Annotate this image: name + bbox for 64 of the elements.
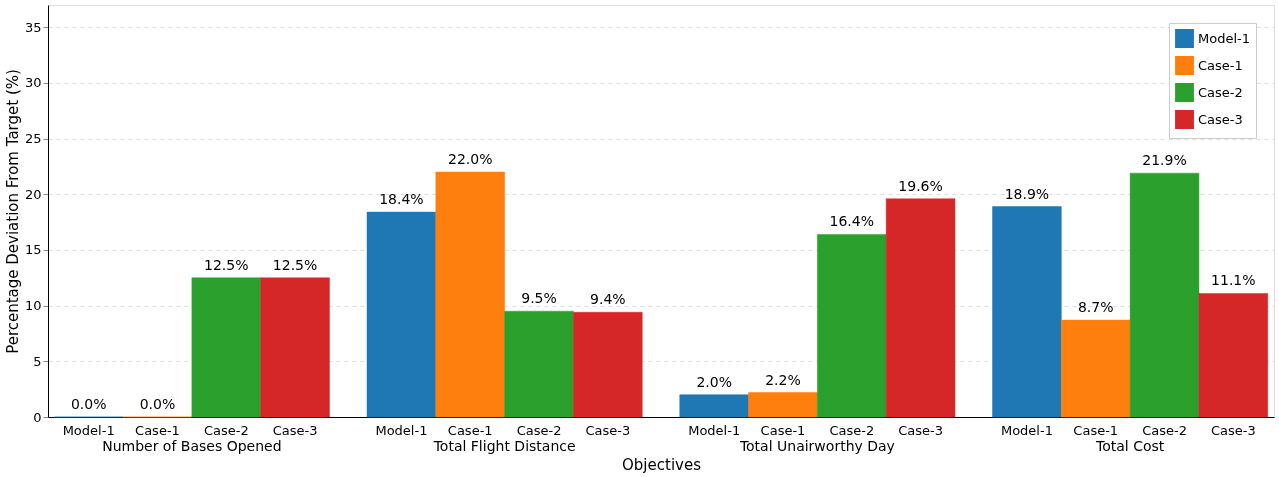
data-label: 2.2% (765, 371, 801, 388)
text: Case-2 (203, 423, 249, 438)
y-axis-title: Percentage Deviation From Target (%) (3, 69, 22, 354)
x-tick-label: Total Cost (1094, 437, 1165, 454)
bar (748, 392, 818, 418)
data-label: 12.5% (204, 256, 249, 273)
y-tick-label: 20 (24, 186, 42, 202)
bar (191, 277, 261, 418)
data-label: 0.0% (70, 396, 107, 412)
data-label: 18.4% (379, 191, 424, 208)
data-label: 16.4% (829, 213, 875, 230)
text: Model-1 (62, 423, 115, 438)
y-tick-label: 15 (24, 242, 42, 258)
text: Case-1 (447, 423, 493, 438)
data-label: 21.9% (1142, 152, 1187, 169)
x-tick-label: Total Flight Distance (432, 437, 576, 454)
bar (885, 198, 956, 418)
y-tick-label: 5 (33, 353, 42, 369)
data-label: 22.0% (447, 151, 493, 168)
text: Case-3 (272, 423, 318, 438)
text: Case-3 (898, 423, 943, 438)
x-tick-label: Number of Bases Opened (102, 437, 282, 454)
data-label: 19.6% (898, 177, 943, 194)
y-tick-label: 0 (33, 409, 42, 425)
text: Case-3 (1210, 423, 1256, 438)
y-tick-label: 30 (24, 75, 42, 91)
bar (817, 234, 887, 418)
text: Case-3 (585, 423, 631, 438)
y-tick-label: 25 (24, 131, 42, 147)
data-label: 9.5% (521, 290, 557, 307)
text: Case-1 (760, 423, 806, 438)
bar (1061, 319, 1131, 418)
bar (504, 310, 574, 418)
bar (573, 312, 643, 418)
text: Case-2 (516, 423, 562, 438)
bar (1198, 293, 1268, 418)
data-label: 8.7% (1077, 299, 1114, 316)
text: Case-1 (1073, 423, 1119, 438)
legend-label: Model-1 (1198, 30, 1250, 46)
bar (366, 211, 437, 418)
legend-label: Case-2 (1198, 84, 1243, 100)
text: Model-1 (688, 423, 741, 438)
data-label: 18.9% (1004, 185, 1050, 202)
y-tick-label: 35 (24, 19, 42, 35)
data-label: 2.0% (696, 373, 732, 390)
y-tick-label: 10 (24, 298, 42, 314)
text: Model-1 (1000, 423, 1053, 438)
legend-label: Case-1 (1198, 57, 1243, 73)
data-label: 12.5% (272, 256, 318, 273)
x-tick-label: Total Unairworthy Day (738, 437, 895, 454)
data-label: 11.1% (1211, 272, 1256, 289)
text: Model-1 (375, 423, 428, 438)
bar (1129, 172, 1200, 418)
x-axis-title: Objectives (622, 455, 702, 474)
text: Case-1 (135, 423, 180, 438)
bar (260, 277, 330, 418)
legend-label: Case-3 (1198, 111, 1243, 127)
text: Case-2 (829, 423, 875, 438)
data-label: 9.4% (590, 291, 626, 308)
bar (992, 206, 1062, 418)
data-label: 0.0% (139, 396, 176, 412)
text: Case-2 (1142, 423, 1187, 438)
bar (435, 171, 505, 418)
bar (679, 394, 749, 418)
